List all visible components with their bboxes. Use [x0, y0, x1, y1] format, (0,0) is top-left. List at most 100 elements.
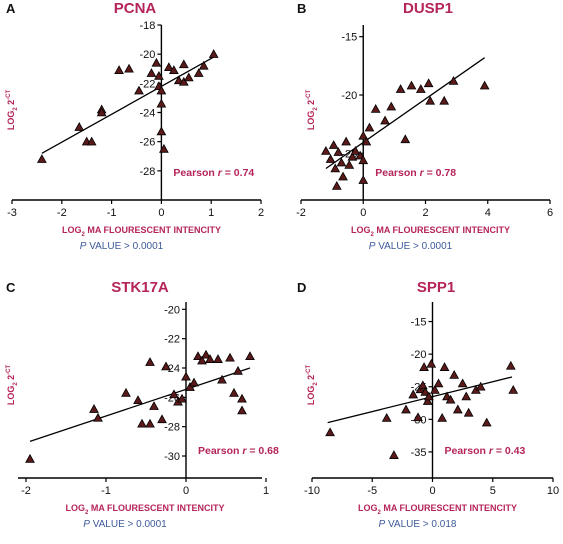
data-point	[439, 362, 450, 371]
data-point	[185, 382, 195, 391]
data-point	[205, 354, 215, 363]
data-point	[481, 417, 492, 427]
y-axis-label: LOG2 2-CT	[6, 364, 19, 405]
data-point	[233, 365, 243, 375]
data-point	[401, 404, 411, 414]
data-point	[237, 393, 247, 403]
data-point	[189, 377, 199, 387]
data-point	[358, 175, 369, 184]
x-tick-label: -10	[304, 485, 320, 497]
data-point	[415, 84, 426, 93]
data-point	[370, 103, 381, 113]
data-point	[183, 72, 194, 82]
data-point	[333, 147, 344, 156]
data-point	[193, 68, 204, 77]
data-point	[198, 60, 209, 70]
data-point	[338, 171, 348, 181]
data-point	[93, 412, 103, 422]
data-point	[137, 418, 147, 428]
data-point	[145, 357, 155, 366]
data-point	[347, 151, 358, 161]
chart-title: SPP1	[417, 279, 455, 296]
y-tick-label: -30	[164, 451, 180, 463]
data-point	[423, 78, 434, 88]
data-point	[201, 349, 211, 359]
data-point	[325, 427, 335, 437]
y-tick-label: -26	[139, 137, 155, 149]
y-tick-label: -20	[341, 90, 357, 102]
data-point	[121, 387, 131, 397]
panel-letter: C	[6, 280, 16, 295]
data-point	[173, 75, 184, 85]
y-tick-label: -22	[164, 334, 180, 346]
y-axis-label: LOG2 2-CT	[6, 89, 19, 130]
data-point	[154, 71, 164, 80]
y-tick-label: -20	[164, 304, 180, 316]
data-point	[178, 59, 189, 69]
data-point	[37, 154, 47, 163]
data-point	[151, 57, 162, 67]
data-point	[181, 371, 191, 381]
data-point	[74, 122, 85, 131]
data-point	[395, 84, 406, 93]
trend-line	[325, 57, 486, 170]
trend-line	[41, 56, 215, 154]
data-point	[461, 391, 472, 401]
y-tick-label: -20	[411, 349, 427, 361]
y-tick-label: -15	[341, 32, 357, 44]
chart-title: PCNA	[114, 0, 157, 17]
chart-title: STK17A	[111, 279, 169, 296]
x-tick-label: 10	[547, 485, 559, 497]
data-point	[163, 62, 174, 72]
x-axis-label: LOG2 MA FLOURESCENT INTENCITY	[62, 225, 221, 238]
p-value-label: P VALUE > 0.0001	[369, 241, 453, 252]
data-point	[358, 155, 369, 165]
data-point	[350, 145, 361, 155]
data-point	[430, 384, 440, 394]
y-axis-label: LOG2 2-CT	[306, 364, 319, 405]
data-point	[149, 401, 159, 410]
data-point	[426, 358, 437, 368]
p-value-label: P VALUE > 0.018	[379, 519, 457, 530]
data-point	[445, 394, 456, 404]
data-point	[417, 380, 428, 390]
data-point	[157, 414, 167, 424]
data-point	[380, 115, 390, 125]
data-point	[457, 378, 468, 388]
data-point	[161, 361, 171, 371]
p-value-label: P VALUE > 0.0001	[80, 241, 164, 252]
data-point	[134, 85, 144, 95]
data-point	[463, 407, 474, 417]
x-tick-label: 0	[183, 485, 189, 497]
data-point	[96, 107, 107, 117]
data-point	[479, 80, 490, 90]
x-tick-label: 5	[490, 485, 496, 497]
data-point	[330, 163, 341, 173]
data-point	[178, 76, 189, 86]
data-point	[336, 157, 347, 167]
y-tick-label: -35	[411, 447, 427, 459]
data-point	[229, 387, 239, 397]
data-point	[422, 396, 433, 405]
data-point	[325, 154, 336, 163]
y-axis-label: LOG2 2-CT	[306, 89, 319, 130]
data-point	[439, 95, 450, 105]
x-tick-label: 2	[258, 207, 264, 219]
data-point	[361, 136, 372, 146]
data-point	[400, 134, 411, 144]
y-tick-label: -28	[164, 422, 180, 434]
data-point	[381, 413, 392, 422]
data-point	[364, 122, 375, 132]
x-tick-label: 6	[547, 207, 553, 219]
y-tick-label: -20	[139, 49, 155, 61]
y-tick-label: -22	[139, 78, 155, 90]
data-point	[146, 68, 157, 77]
x-tick-label: -1	[107, 207, 117, 219]
pearson-annotation: Pearson r = 0.74	[173, 167, 254, 179]
data-point	[413, 412, 423, 422]
x-tick-label: -2	[21, 485, 31, 497]
data-point	[389, 450, 399, 459]
x-axis-label: LOG2 MA FLOURESCENT INTENCITY	[358, 503, 517, 516]
pearson-annotation: Pearson r = 0.43	[445, 445, 526, 457]
